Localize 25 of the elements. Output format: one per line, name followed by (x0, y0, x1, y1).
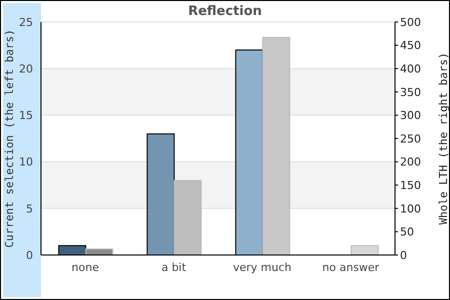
y2-tick-label: 450 (400, 39, 421, 52)
y2-tick-label: 300 (400, 109, 421, 122)
y2-tick-label: 200 (400, 156, 421, 169)
y2-tick-label: 250 (400, 132, 421, 146)
y2-tick-label: 50 (400, 226, 414, 239)
y2-tick-label: 150 (400, 179, 421, 192)
y-tick-label: 20 (19, 62, 33, 76)
y2-tick-label: 500 (400, 16, 421, 29)
y-axis-title: Current selection (the left bars) (2, 29, 16, 248)
bar (350, 245, 379, 255)
y2-tick-label: 100 (400, 202, 421, 216)
y-tick-label: 15 (19, 109, 33, 122)
y-tick-label: 0 (26, 248, 33, 262)
y2-tick-label: 0 (400, 248, 407, 262)
x-tick-label: none (72, 260, 100, 274)
y2-tick-label: 350 (400, 86, 421, 99)
x-tick-label: a bit (161, 260, 187, 274)
y2-axis-title: Whole LTH (the right bars) (436, 52, 450, 225)
y-tick-label: 5 (26, 202, 33, 216)
x-tick-label: very much (232, 260, 292, 274)
y-tick-label: 25 (19, 16, 33, 29)
y-tick-label: 10 (19, 156, 33, 169)
chart-title: Reflection (188, 4, 262, 19)
x-tick-label: no answer (322, 260, 380, 274)
y2-tick-label: 400 (400, 62, 421, 76)
